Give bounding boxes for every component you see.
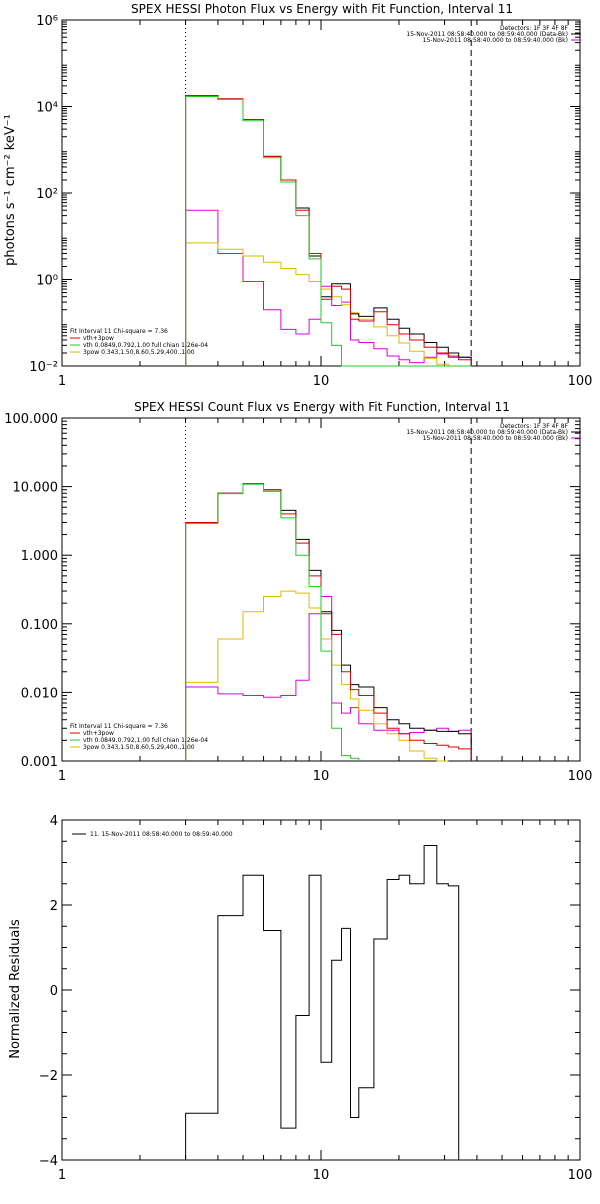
resid-y-tick-label: 2	[50, 899, 58, 914]
photon-x-tick-label: 100	[568, 374, 593, 389]
photon-series-residual-line	[185, 209, 472, 366]
count-y-tick-label: 10.000	[13, 481, 59, 496]
count-bottom-legend-text: 3pow 0.343,1.50,8.60,5.29,400.,1.00	[83, 744, 195, 751]
photon-y-tick-label: 10²	[36, 187, 58, 202]
count-y-tick-label: 0.010	[21, 686, 58, 701]
residuals-legend: 11. 15-Nov-2011 08:58:40.000 to 08:59:40…	[72, 831, 233, 838]
count-series-data-line	[185, 483, 472, 761]
photon-legend-bottom: Fit Interval 11 Chi-square = 7.36vth+3po…	[70, 328, 208, 356]
photon-bottom-legend-text: 3pow 0.343,1.50,8.60,5.29,400.,1.00	[83, 349, 195, 356]
count-top-legend-text: 15-Nov-2011 08:58:40.000 to 08:59:40.000…	[423, 435, 568, 442]
photon-flux-panel: SPEX HESSI Photon Flux vs Energy with Fi…	[3, 2, 592, 389]
count-y-tick-label: 100.000	[4, 412, 58, 427]
resid-legend-text: 11. 15-Nov-2011 08:58:40.000 to 08:59:40…	[90, 831, 233, 838]
photon-y-axis-label: photons s⁻¹ cm⁻² keV⁻¹	[3, 114, 18, 266]
photon-bottom-legend-text: Fit Interval 11 Chi-square = 7.36	[70, 328, 168, 335]
photon-y-tick-label: 10⁰	[36, 274, 58, 289]
resid-x-tick-label: 10	[313, 1168, 330, 1183]
residuals-panel: Normalized Residuals 1 10 100 −4 −2 0 2 4 11. 1…	[8, 814, 592, 1183]
count-x-tick-label: 100	[568, 769, 593, 784]
residuals-plot-area: 1 10 100 −4 −2 0 2 4	[39, 814, 593, 1183]
count-panel-title: SPEX HESSI Count Flux vs Energy with Fit…	[134, 400, 510, 414]
count-legend-bottom: Fit Interval 11 Chi-square = 7.36vth+3po…	[70, 723, 208, 751]
photon-x-tick-label: 1	[58, 374, 66, 389]
photon-top-legend-text: 15-Nov-2011 08:58:40.000 to 08:59:40.000…	[406, 31, 568, 38]
count-bottom-legend-text: vth+3pow	[83, 730, 114, 737]
photon-top-legend-text: Detectors: 1F 3F 4F 8F	[500, 25, 569, 32]
count-series-vth-3pow-line	[185, 483, 472, 761]
count-top-legend-text: Detectors: 1F 3F 4F 8F	[500, 423, 569, 430]
count-top-legend-text: 15-Nov-2011 08:58:40.000 to 08:59:40.000…	[406, 429, 568, 436]
photon-panel-title: SPEX HESSI Photon Flux vs Energy with Fi…	[131, 2, 513, 16]
resid-y-tick-label: 4	[50, 814, 58, 829]
photon-y-tick-label: 10⁶	[36, 14, 58, 29]
count-plot-area: 1 10 100 0.001 0.010 0.100 1.000 10.000 100.000	[4, 412, 592, 784]
photon-x-tick-label: 10	[313, 374, 330, 389]
photon-y-tick-label: 10⁻²	[29, 360, 58, 375]
photon-plot-area: 1 10 100 10⁻² 10⁰ 10² 10⁴ 10⁶	[29, 14, 592, 389]
count-y-tick-label: 1.000	[21, 549, 58, 564]
photon-series-3pow-line	[185, 242, 449, 366]
count-y-tick-label: 0.100	[21, 618, 58, 633]
photon-bottom-legend-text: vth+3pow	[83, 335, 114, 342]
count-series-residual-line	[185, 596, 472, 761]
photon-y-tick-label: 10⁴	[36, 101, 58, 116]
count-x-tick-label: 10	[313, 769, 330, 784]
resid-y-tick-label: 0	[50, 984, 58, 999]
photon-series-vth-line	[185, 96, 472, 367]
resid-y-tick-label: −4	[39, 1154, 58, 1169]
resid-x-tick-label: 1	[58, 1168, 66, 1183]
residuals-y-axis-label: Normalized Residuals	[8, 919, 23, 1059]
count-bottom-legend-text: Fit Interval 11 Chi-square = 7.36	[70, 723, 168, 730]
resid-series-residuals-line	[185, 845, 472, 1161]
resid-x-tick-label: 100	[568, 1168, 593, 1183]
count-series-vth-line	[185, 483, 360, 761]
count-flux-panel: SPEX HESSI Count Flux vs Energy with Fit…	[4, 400, 592, 784]
count-x-tick-label: 1	[58, 769, 66, 784]
photon-top-legend-text: 15-Nov-2011 08:58:40.000 to 08:59:40.000…	[423, 37, 568, 44]
photon-bottom-legend-text: vth 0.0849,0.792,1.00 full chian 1.26e-0…	[83, 342, 208, 349]
photon-series-vth-3pow-line	[185, 95, 472, 366]
count-series-3pow-line	[185, 590, 449, 762]
photon-series-data-line	[185, 95, 472, 366]
resid-y-tick-label: −2	[39, 1069, 58, 1084]
count-bottom-legend-text: vth 0.0849,0.792,1.00 full chian 1.26e-0…	[83, 737, 208, 744]
count-y-tick-label: 0.001	[21, 755, 58, 770]
